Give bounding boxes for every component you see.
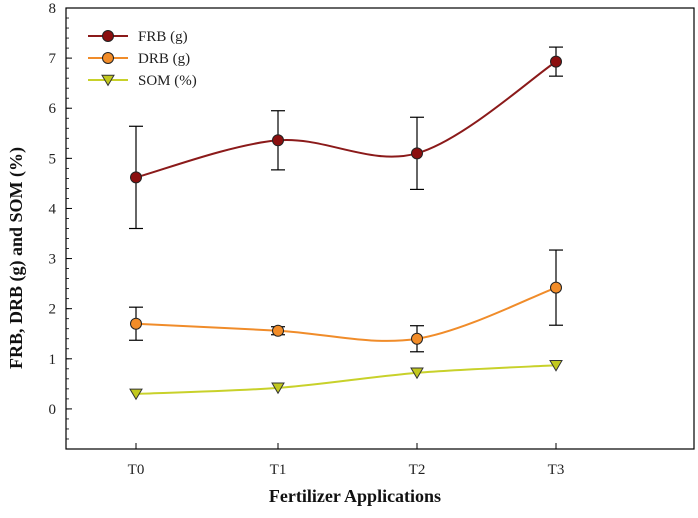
y-axis: 0 1 2 3 4 5 6 7 8 (49, 1, 72, 450)
x-axis-title: Fertilizer Applications (269, 486, 441, 506)
legend-marker (102, 52, 114, 64)
y-tick-label: 2 (49, 302, 57, 318)
y-tick-label: 3 (49, 252, 57, 268)
series-layer (129, 46, 563, 401)
data-point (271, 382, 285, 395)
series-line (135, 286, 557, 342)
y-tick-label: 5 (49, 151, 57, 167)
data-point (410, 367, 424, 380)
legend-item: SOM (%) (88, 73, 197, 89)
series-line (135, 364, 557, 395)
series-0 (129, 46, 563, 230)
y-tick-label: 6 (49, 101, 57, 117)
legend: FRB (g) DRB (g) SOM (%) (88, 29, 197, 89)
legend-item: DRB (g) (88, 51, 190, 67)
data-point (272, 134, 284, 147)
series-2 (129, 360, 563, 401)
data-point (130, 317, 142, 330)
data-point (129, 388, 143, 401)
data-point (549, 360, 563, 372)
data-point (272, 324, 284, 337)
series-line (135, 60, 557, 179)
legend-marker (102, 30, 114, 42)
series-1 (129, 249, 563, 353)
data-point (550, 281, 562, 294)
x-tick-label: T1 (270, 462, 287, 478)
legend-marker (101, 74, 115, 87)
y-tick-label: 8 (49, 1, 57, 17)
legend-label: SOM (%) (138, 73, 197, 89)
y-tick-label: 4 (49, 201, 57, 217)
x-tick-label: T0 (128, 462, 145, 478)
y-axis-title: FRB, DRB (g) and SOM (%) (6, 147, 27, 369)
data-point (411, 332, 423, 345)
x-tick-label: T3 (548, 462, 565, 478)
y-tick-label: 7 (49, 51, 57, 67)
legend-label: FRB (g) (138, 29, 188, 45)
x-tick-label: T2 (409, 462, 426, 478)
data-point (130, 171, 142, 184)
y-tick-label: 0 (49, 402, 57, 418)
data-point (411, 147, 423, 160)
y-tick-label: 1 (49, 352, 57, 368)
data-point (550, 55, 562, 68)
legend-item: FRB (g) (88, 29, 188, 45)
legend-label: DRB (g) (138, 51, 190, 67)
x-axis: T0 T1 T2 T3 (128, 443, 565, 478)
